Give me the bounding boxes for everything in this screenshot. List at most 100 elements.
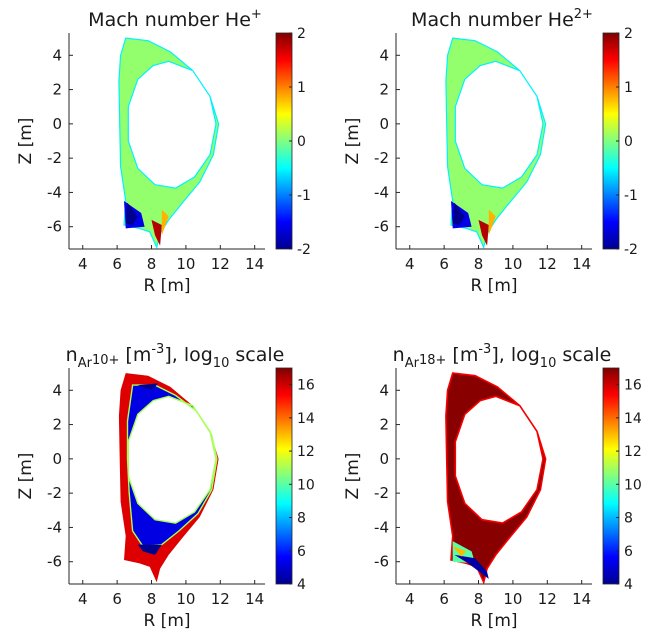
- x-tick-label: 6: [439, 590, 449, 608]
- y-tick-label: -2: [374, 149, 389, 167]
- divertor-low-spot: [454, 554, 489, 579]
- colorbar-tick-label: 14: [297, 411, 315, 427]
- y-tick-label: 0: [52, 450, 62, 468]
- x-tick-label: 12: [538, 255, 557, 273]
- colorbar-tick-label: -1: [624, 188, 638, 204]
- x-axis-label: R [m]: [470, 611, 517, 631]
- colorbar-tick-label: 0: [624, 134, 633, 150]
- x-tick-label: 10: [176, 590, 195, 608]
- x-tick-label: 12: [538, 590, 557, 608]
- x-tick-label: 12: [211, 255, 230, 273]
- divertor-outer-leg: [151, 219, 162, 246]
- colorbar-tick-label: 1: [624, 80, 633, 96]
- y-axis-label: Z [m]: [343, 118, 363, 165]
- y-tick-label: 2: [379, 81, 389, 99]
- x-tick-label: 14: [245, 590, 264, 608]
- x-tick-label: 14: [245, 255, 264, 273]
- chart-title: nAr18+ [m-3], log10 scale: [393, 342, 612, 371]
- chart-title: nAr10+ [m-3], log10 scale: [66, 342, 285, 371]
- x-tick-label: 12: [211, 590, 230, 608]
- colorbar-tick-label: 14: [624, 411, 642, 427]
- y-tick-label: 2: [379, 416, 389, 434]
- x-tick-label: 8: [147, 590, 157, 608]
- x-tick-label: 8: [474, 255, 484, 273]
- colorbar-tick-label: 12: [297, 444, 315, 460]
- y-axis-label: Z [m]: [343, 453, 363, 500]
- x-tick-label: 8: [474, 590, 484, 608]
- colorbar-tick-label: 4: [624, 577, 633, 593]
- top-edge-spot: [137, 383, 159, 391]
- colorbar-tick-label: 6: [297, 544, 306, 560]
- x-tick-label: 6: [112, 255, 122, 273]
- x-axis-label: R [m]: [470, 276, 517, 296]
- y-tick-label: -4: [47, 183, 62, 201]
- x-axis-label: R [m]: [143, 611, 190, 631]
- y-tick-label: -2: [47, 149, 62, 167]
- y-axis-label: Z [m]: [16, 118, 36, 165]
- colorbar-tick-label: 10: [297, 477, 315, 493]
- x-tick-label: 8: [147, 255, 157, 273]
- y-tick-label: -4: [374, 183, 389, 201]
- colorbar-tick-label: -1: [297, 188, 311, 204]
- x-tick-label: 4: [78, 255, 88, 273]
- y-tick-label: 2: [52, 416, 62, 434]
- y-tick-label: 4: [379, 381, 389, 399]
- y-tick-label: -2: [47, 484, 62, 502]
- x-tick-label: 10: [176, 255, 195, 273]
- colorbar-tick-label: 4: [297, 577, 306, 593]
- y-tick-label: -6: [374, 553, 389, 571]
- divertor-outer-edge: [161, 209, 169, 236]
- x-tick-label: 4: [405, 255, 415, 273]
- colorbar-tick-label: -2: [297, 242, 311, 258]
- x-tick-label: 10: [503, 255, 522, 273]
- plasma-region: [445, 372, 547, 585]
- x-tick-label: 6: [439, 255, 449, 273]
- colorbar-tick-label: 8: [624, 511, 633, 527]
- y-tick-label: -4: [374, 518, 389, 536]
- y-tick-label: 2: [52, 81, 62, 99]
- x-tick-label: 10: [503, 590, 522, 608]
- colorbar-tick-label: 10: [624, 477, 642, 493]
- colorbar-tick-label: 6: [624, 544, 633, 560]
- x-tick-label: 14: [572, 255, 591, 273]
- divertor-inner-core: [125, 202, 138, 225]
- colorbar: [275, 367, 293, 585]
- colorbar-tick-label: 16: [297, 378, 315, 394]
- y-axis-label: Z [m]: [16, 453, 36, 500]
- x-axis-label: R [m]: [143, 276, 190, 296]
- chart-title: Mach number He2+: [411, 7, 593, 31]
- y-tick-label: 0: [379, 450, 389, 468]
- y-tick-label: -6: [374, 218, 389, 236]
- colorbar-tick-label: 16: [624, 378, 642, 394]
- y-tick-label: -4: [47, 518, 62, 536]
- x-tick-label: 6: [112, 590, 122, 608]
- divertor-inner-core: [452, 202, 465, 225]
- divertor-outer-leg: [478, 219, 489, 246]
- y-tick-label: -6: [47, 218, 62, 236]
- y-tick-label: 0: [52, 115, 62, 133]
- x-tick-label: 14: [572, 590, 591, 608]
- x-point-spot: [137, 544, 162, 555]
- colorbar-tick-label: -2: [624, 242, 638, 258]
- colorbar-tick-label: 1: [297, 80, 306, 96]
- y-tick-label: 4: [379, 46, 389, 64]
- colorbar-tick-label: 2: [297, 26, 306, 42]
- y-tick-label: -2: [374, 484, 389, 502]
- colorbar-tick-label: 12: [624, 444, 642, 460]
- x-tick-label: 4: [405, 590, 415, 608]
- divertor-outer-edge: [488, 209, 496, 236]
- chart-panel-3: nAr10+ [m-3], log10 scale 4 6 8 10 12 14 -6 -4 -2…: [16, 342, 315, 631]
- colorbar-tick-label: 2: [624, 26, 633, 42]
- colorbar-tick-label: 8: [297, 511, 306, 527]
- x-tick-label: 4: [78, 590, 88, 608]
- y-tick-label: 4: [52, 46, 62, 64]
- y-tick-label: 0: [379, 115, 389, 133]
- divertor-mid-spot: [452, 546, 467, 557]
- y-tick-label: -6: [47, 553, 62, 571]
- colorbar: [602, 367, 620, 585]
- chart-title: Mach number He+: [88, 7, 262, 31]
